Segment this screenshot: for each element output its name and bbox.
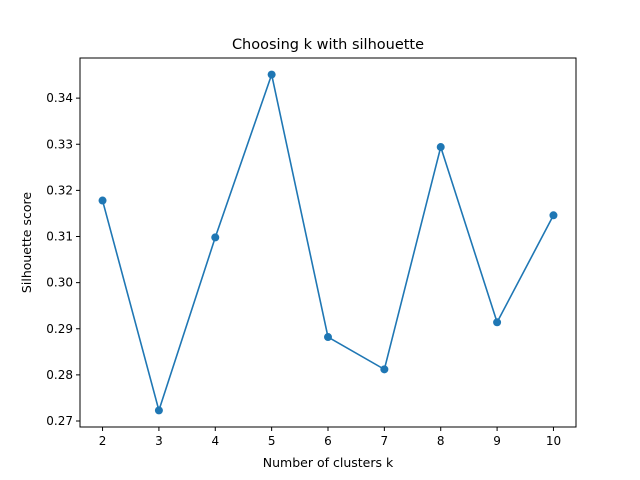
data-point bbox=[98, 196, 107, 205]
x-tick-label: 4 bbox=[211, 434, 219, 448]
data-point bbox=[380, 365, 389, 374]
data-point bbox=[493, 318, 502, 327]
x-tick-label: 2 bbox=[99, 434, 107, 448]
y-axis-label: Silhouette score bbox=[19, 192, 34, 293]
y-tick-label: 0.32 bbox=[46, 183, 73, 197]
y-tick-label: 0.33 bbox=[46, 137, 73, 151]
chart-title: Choosing k with silhouette bbox=[232, 37, 424, 53]
x-tick-label: 8 bbox=[437, 434, 445, 448]
data-point bbox=[267, 70, 276, 79]
y-tick-label: 0.31 bbox=[46, 230, 73, 244]
y-tick-label: 0.28 bbox=[46, 368, 73, 382]
x-tick-label: 10 bbox=[546, 434, 561, 448]
x-tick-label: 9 bbox=[493, 434, 501, 448]
data-point bbox=[549, 211, 558, 220]
x-tick-label: 5 bbox=[268, 434, 276, 448]
data-point bbox=[436, 143, 445, 152]
x-tick-label: 3 bbox=[155, 434, 163, 448]
x-tick-label: 7 bbox=[381, 434, 389, 448]
y-tick-label: 0.27 bbox=[46, 414, 73, 428]
x-axis-label: Number of clusters k bbox=[263, 455, 394, 470]
y-tick-label: 0.29 bbox=[46, 322, 73, 336]
data-point bbox=[211, 233, 220, 242]
y-tick-label: 0.30 bbox=[46, 276, 73, 290]
y-tick-label: 0.34 bbox=[46, 91, 73, 105]
plot-area: 2 3 4 5 6 7 8 9 10 0.27 0.28 0.29 0.30 0.31 0.32 0.33 0.… bbox=[46, 70, 561, 448]
x-tick-label: 6 bbox=[324, 434, 332, 448]
data-point bbox=[154, 406, 163, 415]
data-point bbox=[324, 333, 332, 342]
axes-frame bbox=[79, 57, 577, 428]
